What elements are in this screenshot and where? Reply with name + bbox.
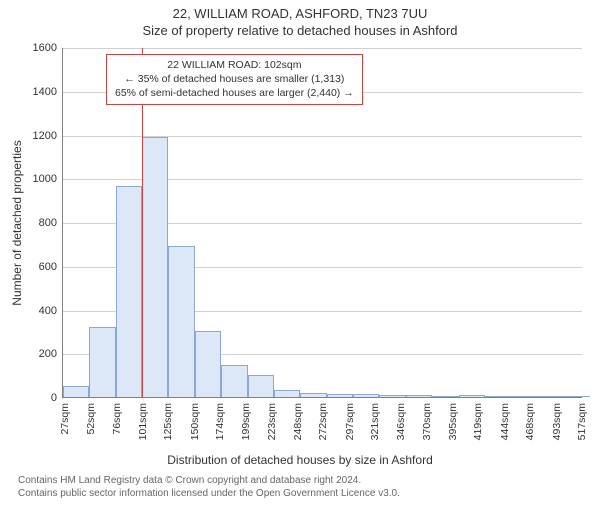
histogram-bar [168,246,194,397]
y-tick-label: 600 [39,261,63,273]
histogram-bar [564,396,590,397]
gridline [63,179,582,180]
gridline [63,48,582,49]
x-tick-label: 468sqm [520,403,536,440]
histogram-bar [221,365,247,397]
x-tick-label: 27sqm [55,403,71,435]
x-tick-label: 223sqm [262,403,278,440]
x-tick-label: 248sqm [288,403,304,440]
x-axis-label: Distribution of detached houses by size … [0,453,600,467]
x-tick-label: 321sqm [365,403,381,440]
histogram-bar [89,327,115,397]
property-info-box: 22 WILLIAM ROAD: 102sqm ← 35% of detache… [106,54,363,105]
x-tick-label: 76sqm [107,403,123,435]
x-tick-label: 346sqm [391,403,407,440]
y-tick-label: 800 [39,217,63,229]
y-tick-label: 1200 [33,130,63,142]
histogram-bar [432,396,458,397]
footer-line-1: Contains HM Land Registry data © Crown c… [18,474,400,487]
footer-line-2: Contains public sector information licen… [18,487,400,500]
histogram-bar [379,395,405,397]
histogram-bar [327,394,353,397]
x-tick-label: 395sqm [443,403,459,440]
info-line-smaller: ← 35% of detached houses are smaller (1,… [115,72,354,86]
x-tick-label: 101sqm [133,403,149,440]
histogram-bar [116,186,142,397]
x-tick-label: 370sqm [417,403,433,440]
x-tick-label: 199sqm [236,403,252,440]
y-tick-label: 1000 [33,173,63,185]
info-line-property: 22 WILLIAM ROAD: 102sqm [115,58,354,72]
info-line-larger: 65% of semi-detached houses are larger (… [115,86,354,100]
x-tick-label: 517sqm [572,403,588,440]
histogram-bar [142,137,168,397]
histogram-bar [459,395,485,397]
histogram-bar [300,393,326,397]
histogram-bar [511,396,537,397]
y-tick-label: 400 [39,305,63,317]
histogram-bar [248,375,274,397]
x-tick-label: 444sqm [495,403,511,440]
chart-title-sub: Size of property relative to detached ho… [0,23,600,38]
histogram-bar [406,395,432,397]
x-tick-label: 419sqm [468,403,484,440]
x-tick-label: 174sqm [210,403,226,440]
gridline [63,136,582,137]
y-tick-label: 1600 [33,42,63,54]
x-tick-label: 493sqm [547,403,563,440]
x-tick-label: 272sqm [313,403,329,440]
histogram-bar [538,396,564,397]
histogram-bar [195,331,221,397]
histogram-bar [485,396,511,397]
y-tick-label: 1400 [33,86,63,98]
histogram-bar [274,390,300,397]
chart-title-main: 22, WILLIAM ROAD, ASHFORD, TN23 7UU [0,6,600,21]
x-tick-label: 52sqm [81,403,97,435]
attribution-footer: Contains HM Land Registry data © Crown c… [18,474,400,500]
x-tick-label: 297sqm [340,403,356,440]
histogram-bar [353,394,379,397]
x-tick-label: 150sqm [185,403,201,440]
histogram-bar [63,386,89,397]
x-tick-label: 125sqm [158,403,174,440]
y-tick-label: 200 [39,348,63,360]
